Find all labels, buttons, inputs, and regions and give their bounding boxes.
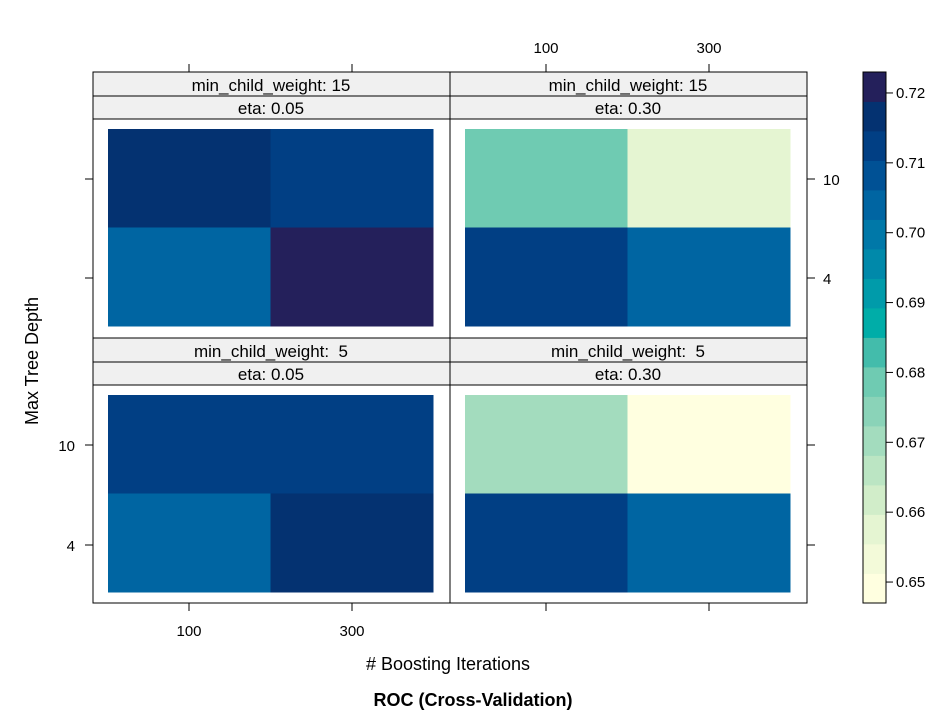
- heatmap-cell-panel-2-iter-300-depth-10: [627, 129, 791, 228]
- colorbar-tick-label-0: 0.65: [896, 574, 925, 591]
- y-tick-label-left-4: 4: [67, 538, 75, 555]
- colorbar-segment-6: [863, 396, 886, 427]
- colorbar-segment-1: [863, 544, 886, 574]
- heatmap-cell-panel-4-iter-300-depth-4: [627, 493, 791, 593]
- heatmap-cell-panel-1-iter-300-depth-4: [270, 227, 434, 327]
- strip-bg-panel-1-weight: [92, 71, 451, 97]
- y-axis-label: Max Tree Depth: [22, 297, 42, 425]
- y-tick-label-right-10: 10: [823, 172, 840, 189]
- colorbar-tick-label-1: 0.66: [896, 504, 925, 521]
- colorbar-segment-2: [863, 514, 886, 545]
- chart-title: ROC (Cross-Validation): [373, 690, 572, 710]
- heatmap-cell-panel-4-iter-300-depth-10: [627, 395, 791, 494]
- colorbar-segment-0: [863, 573, 886, 604]
- heatmap-cell-panel-2-iter-100-depth-10: [465, 129, 628, 228]
- heatmap-cell-panel-1-iter-100-depth-10: [108, 129, 271, 228]
- strip-label-panel-2-weight: min_child_weight: 15: [549, 76, 708, 95]
- heatmap-cell-panel-3-iter-300-depth-10: [270, 395, 434, 494]
- strip-bg-panel-4-eta: [449, 361, 808, 386]
- heatmap-cell-panel-3-iter-100-depth-10: [108, 395, 271, 494]
- colorbar-segment-15: [863, 131, 886, 161]
- colorbar-segment-12: [863, 219, 886, 250]
- y-tick-label-left-10: 10: [58, 438, 75, 455]
- heatmap-cell-panel-4-iter-100-depth-10: [465, 395, 628, 494]
- colorbar-segment-4: [863, 455, 886, 486]
- colorbar-ticks: 0.65 0.66 0.67 0.68 0.69 0.70 0.71 0.72: [886, 85, 925, 591]
- strip-bg-panel-2-eta: [449, 95, 808, 120]
- y-tick-label-right-4: 4: [823, 271, 831, 288]
- strip-label-panel-3-eta: eta: 0.05: [238, 365, 304, 384]
- colorbar-segment-13: [863, 190, 886, 220]
- x-tick-label-top-100: 100: [533, 40, 558, 57]
- colorbar-segment-10: [863, 278, 886, 309]
- colorbar-segment-9: [863, 308, 886, 338]
- strip-label-panel-2-eta: eta: 0.30: [595, 99, 661, 118]
- heatmap-cell-panel-2-iter-100-depth-4: [465, 227, 628, 327]
- colorbar-segment-3: [863, 485, 886, 515]
- colorbar-segment-5: [863, 426, 886, 456]
- colorbar-segment-17: [863, 72, 886, 102]
- colorbar: [863, 72, 886, 604]
- strip-label-panel-4-eta: eta: 0.30: [595, 365, 661, 384]
- heatmap-cell-panel-1-iter-300-depth-10: [270, 129, 434, 228]
- heatmap-cell-panel-1-iter-100-depth-4: [108, 227, 271, 327]
- colorbar-tick-label-4: 0.69: [896, 295, 925, 312]
- colorbar-segment-7: [863, 367, 886, 397]
- strip-label-panel-1-eta: eta: 0.05: [238, 99, 304, 118]
- colorbar-segment-8: [863, 337, 886, 368]
- heatmap-cell-panel-2-iter-300-depth-4: [627, 227, 791, 327]
- colorbar-segment-14: [863, 160, 886, 191]
- strip-label-panel-1-weight: min_child_weight: 15: [192, 76, 351, 95]
- colorbar-tick-label-5: 0.70: [896, 225, 925, 242]
- heatmap-cell-panel-4-iter-100-depth-4: [465, 493, 628, 593]
- colorbar-segment-11: [863, 249, 886, 279]
- heatmap-cell-panel-3-iter-100-depth-4: [108, 493, 271, 593]
- heatmap-cells: [108, 129, 791, 593]
- colorbar-tick-label-2: 0.67: [896, 434, 925, 451]
- colorbar-tick-label-7: 0.72: [896, 85, 925, 102]
- heatmap-cell-panel-3-iter-300-depth-4: [270, 493, 434, 593]
- x-tick-label-bottom-100: 100: [176, 623, 201, 640]
- strip-label-panel-3-weight: min_child_weight: 5: [194, 342, 348, 361]
- colorbar-segment-16: [863, 101, 886, 132]
- strip-label-panel-4-weight: min_child_weight: 5: [551, 342, 705, 361]
- x-tick-label-top-300: 300: [696, 40, 721, 57]
- panel-frames: [92, 71, 808, 604]
- axis-ticks: [85, 64, 815, 611]
- strip-bg-panel-4-weight: [449, 337, 808, 363]
- strip-bg-panel-3-weight: [92, 337, 451, 363]
- x-tick-label-bottom-300: 300: [339, 623, 364, 640]
- x-axis-label: # Boosting Iterations: [366, 654, 530, 674]
- colorbar-tick-label-6: 0.71: [896, 155, 925, 172]
- colorbar-tick-label-3: 0.68: [896, 364, 925, 381]
- colorbar-border: [862, 71, 887, 604]
